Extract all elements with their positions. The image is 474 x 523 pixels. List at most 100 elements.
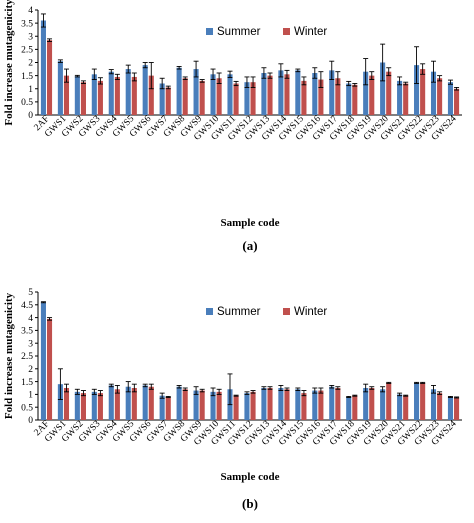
bar-summer-gws5 [125, 69, 131, 115]
bar-winter-gws10 [216, 391, 222, 420]
y-tick-label: 5 [28, 288, 33, 298]
bar-winter-gws22 [420, 382, 426, 420]
bar-summer-gws3 [91, 391, 97, 420]
bar-winter-gws3 [97, 80, 103, 115]
y-axis-title: Fold increase mutagenicity [3, 292, 15, 419]
bar-summer-gws23 [430, 389, 437, 420]
bar-summer-gws14 [278, 388, 284, 420]
y-tick-label: 2 [28, 365, 33, 375]
bar-winter-gws20 [386, 71, 392, 115]
y-tick-label: 1.5 [21, 378, 33, 388]
bar-winter-gws16 [318, 390, 324, 420]
bar-summer-gws23 [430, 71, 437, 115]
bar-winter-gws5 [131, 76, 137, 115]
bar-winter-gws11 [233, 83, 239, 115]
bar-winter-gws16 [318, 79, 324, 115]
bar-winter-gws24 [454, 397, 460, 420]
bar-summer-gws4 [108, 71, 114, 115]
bar-winter-gws21 [403, 395, 409, 420]
legend-swatch-summer [206, 28, 213, 35]
bar-winter-gws7 [165, 87, 171, 115]
bar-summer-gws12 [244, 393, 250, 420]
y-tick-label: 2 [28, 59, 33, 69]
y-tick-label: 4 [28, 314, 33, 324]
bar-winter-gws9 [199, 390, 205, 420]
bar-summer-gws21 [397, 394, 403, 420]
legend: Summer Winter [206, 306, 327, 318]
bar-summer-gws4 [108, 385, 114, 420]
bar-summer-gws18 [346, 396, 352, 420]
bar-summer-gws15 [295, 70, 301, 115]
y-tick-label: 0.5 [21, 403, 33, 413]
legend-swatch-winter [283, 308, 290, 315]
bar-winter-gws15 [301, 80, 307, 115]
bar-winter-gws17 [335, 388, 341, 420]
bar-winter-2af [46, 40, 53, 115]
bar-winter-gws18 [352, 84, 358, 115]
bar-summer-2af [40, 302, 46, 420]
bar-winter-gws14 [284, 74, 290, 115]
bar-summer-gws3 [91, 74, 97, 115]
bar-winter-gws8 [182, 78, 188, 115]
legend-label-winter: Winter [294, 26, 327, 38]
bar-summer-gws16 [312, 390, 318, 420]
bar-summer-gws13 [261, 73, 267, 115]
bar-summer-gws9 [193, 69, 199, 115]
bar-winter-gws22 [420, 69, 426, 115]
x-axis-title: Sample code [221, 217, 280, 229]
bar-summer-gws9 [193, 390, 199, 420]
bar-summer-gws5 [125, 386, 131, 420]
bar-winter-gws18 [352, 395, 358, 420]
legend-swatch-summer [206, 308, 213, 315]
bar-winter-gws4 [114, 76, 120, 115]
bar-summer-gws8 [176, 386, 182, 420]
bar-winter-2af [46, 318, 53, 420]
bar-summer-gws19 [363, 71, 369, 115]
bar-winter-gws10 [216, 78, 222, 115]
bar-summer-gws18 [346, 83, 352, 115]
x-axis-title: Sample code [221, 471, 280, 483]
bar-summer-gws15 [295, 389, 301, 420]
bar-summer-gws14 [278, 70, 284, 115]
bar-summer-gws1 [57, 384, 63, 420]
y-tick-label: 2.5 [21, 352, 33, 362]
bar-winter-gws12 [250, 82, 256, 115]
bar-winter-gws12 [250, 391, 256, 420]
bar-summer-2af [40, 20, 46, 115]
bar-summer-gws24 [447, 82, 454, 115]
legend-label-summer: Summer [217, 26, 261, 38]
bar-summer-gws20 [380, 389, 386, 420]
y-tick-label: 3 [28, 339, 33, 349]
bar-summer-gws17 [329, 70, 335, 115]
y-tick-label: 0.5 [21, 98, 33, 108]
legend-label-summer: Summer [217, 306, 261, 318]
bar-summer-gws12 [244, 82, 250, 115]
bar-summer-gws20 [380, 62, 386, 115]
bar-summer-gws2 [74, 76, 80, 115]
bar-winter-gws1 [63, 388, 70, 420]
bar-summer-gws6 [142, 65, 148, 115]
bar-winter-gws2 [80, 82, 86, 115]
y-tick-label: 3.5 [21, 327, 33, 337]
y-tick-label: 1 [28, 85, 33, 95]
bar-summer-gws24 [447, 396, 454, 420]
legend: Summer Winter [206, 26, 327, 38]
chart-panel-b: 00.511.522.533.544.552AFGWS1GWS2GWS3GWS4… [3, 288, 462, 511]
y-tick-label: 3.5 [21, 19, 33, 29]
bar-winter-gws2 [80, 393, 86, 420]
y-tick-label: 4 [28, 6, 33, 16]
bar-winter-gws23 [437, 78, 443, 115]
legend-label-winter: Winter [294, 306, 327, 318]
bar-summer-gws2 [74, 391, 80, 420]
bar-summer-gws13 [261, 388, 267, 420]
y-tick-label: 4.5 [21, 301, 33, 311]
bar-winter-gws5 [131, 388, 137, 420]
bar-summer-gws10 [210, 74, 216, 115]
bar-summer-gws22 [414, 65, 420, 115]
panel-label: (a) [242, 238, 257, 253]
bar-winter-gws13 [267, 388, 273, 420]
bar-winter-gws14 [284, 389, 290, 420]
panel-label: (b) [242, 496, 258, 511]
bar-summer-gws8 [176, 67, 182, 115]
